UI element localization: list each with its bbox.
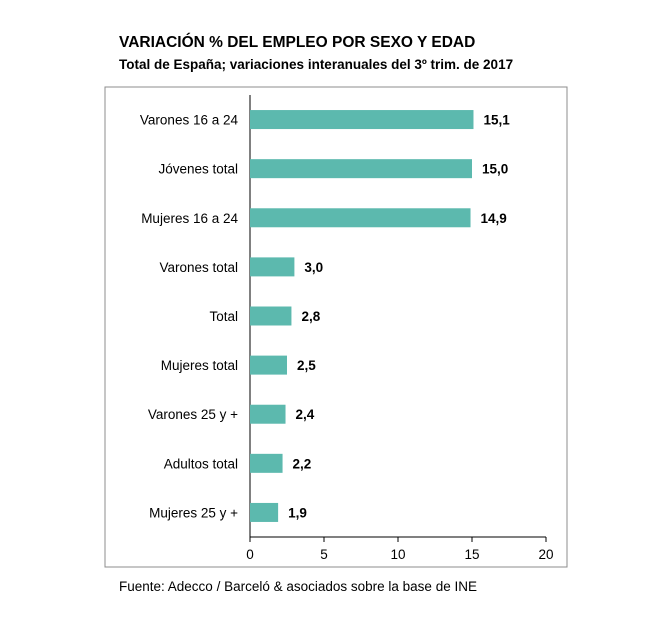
category-label: Mujeres total [161,358,238,373]
value-label: 2,8 [301,309,320,324]
bar [250,502,279,522]
value-label: 2,5 [297,358,316,373]
bar [250,404,286,424]
bar [250,159,472,179]
category-label: Total [209,309,238,324]
plot-frame [104,86,568,568]
bar [250,355,287,375]
category-label: Mujeres 16 a 24 [141,211,238,226]
source-note: Fuente: Adecco / Barceló & asociados sob… [119,579,477,594]
value-label: 3,0 [304,260,323,275]
value-label: 14,9 [481,211,507,226]
category-label: Varones 16 a 24 [140,113,239,128]
bar [250,208,471,228]
category-label: Mujeres 25 y + [149,505,238,520]
bar [250,110,474,130]
chart-subtitle: Total de España; variaciones interanuale… [119,57,514,72]
bar [250,306,292,326]
chart-title: VARIACIÓN % DEL EMPLEO POR SEXO Y EDAD [119,34,476,51]
x-tick-label: 20 [538,547,553,562]
bar [250,257,295,277]
value-label: 2,4 [296,407,315,422]
category-label: Jóvenes total [158,162,238,177]
x-tick-label: 5 [320,547,328,562]
bar [250,453,283,473]
category-label: Varones total [159,260,238,275]
value-label: 15,0 [482,162,508,177]
value-label: 1,9 [288,505,307,520]
x-tick-label: 10 [390,547,405,562]
value-label: 2,2 [293,456,312,471]
x-tick-label: 0 [246,547,254,562]
x-tick-label: 15 [464,547,479,562]
value-label: 15,1 [483,113,510,128]
category-label: Adultos total [164,456,238,471]
category-label: Varones 25 y + [148,407,238,422]
